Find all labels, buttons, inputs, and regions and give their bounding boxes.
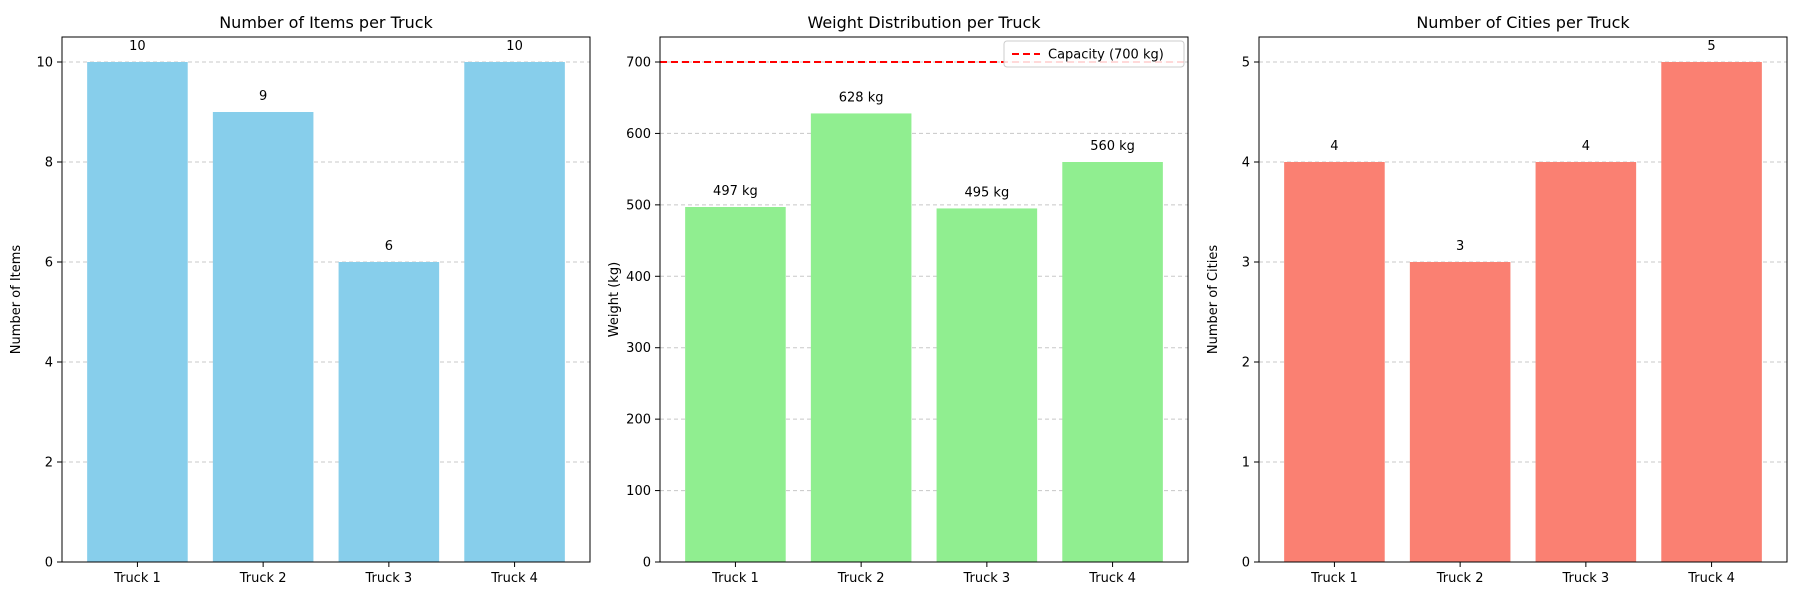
bar-truck-1	[87, 62, 188, 562]
data-label: 628 kg	[839, 90, 884, 105]
bar-truck-3	[1535, 162, 1637, 562]
y-axis-label: Number of Cities	[1206, 245, 1221, 354]
x-tick-label: Truck 1	[711, 571, 759, 586]
y-axis-label: Weight (kg)	[607, 262, 622, 337]
x-tick-label: Truck 2	[239, 571, 287, 586]
data-label: 495 kg	[964, 185, 1009, 200]
data-label: 5	[1707, 39, 1715, 54]
bar-truck-4	[1062, 162, 1163, 562]
data-label: 4	[1330, 139, 1338, 154]
bar-truck-4	[1661, 62, 1762, 562]
x-tick-label: Truck 4	[1687, 571, 1735, 586]
x-tick-label: Truck 3	[1562, 571, 1610, 586]
data-label: 10	[506, 39, 523, 54]
chart-panel-2: 497 kg 628 kg 495 kg 560 kg 0 100 200 300 400 500…	[607, 13, 1189, 586]
y-tick-label: 10	[36, 56, 53, 71]
y-tick-label: 2	[1242, 356, 1250, 371]
axes-frame	[659, 36, 1189, 563]
y-tick-label: 4	[1242, 156, 1250, 171]
bar-truck-3	[338, 262, 440, 562]
y-tick-label: 500	[626, 198, 651, 213]
axes-frame	[61, 36, 591, 563]
legend-box	[1003, 40, 1185, 68]
data-label: 560 kg	[1090, 139, 1135, 154]
y-tick-label: 4	[45, 356, 53, 371]
bar-truck-1	[685, 207, 786, 562]
data-label: 10	[129, 39, 146, 54]
data-label: 3	[1456, 239, 1464, 254]
data-label: 6	[385, 239, 393, 254]
y-tick-label: 3	[1242, 256, 1250, 271]
y-tick-label: 300	[626, 341, 651, 356]
y-tick-label: 6	[45, 256, 53, 271]
y-tick-label: 1	[1242, 456, 1250, 471]
x-tick-label: Truck 3	[963, 571, 1011, 586]
chart-panel-1: 10 9 6 10 0 2 4 6 8 10 Truck 1 Truck 2 Truck 3 Truck …	[9, 13, 591, 586]
chart-title: Weight Distribution per Truck	[807, 13, 1041, 32]
bar-truck-2	[1409, 262, 1511, 562]
y-axis-label: Number of Items	[9, 245, 24, 355]
y-tick-label: 700	[626, 56, 651, 71]
y-tick-label: 0	[45, 556, 53, 571]
y-tick-label: 0	[1242, 556, 1250, 571]
y-tick-label: 400	[626, 270, 651, 285]
y-tick-label: 600	[626, 127, 651, 142]
bar-truck-3	[936, 208, 1038, 562]
data-label: 9	[259, 89, 267, 104]
chart-title: Number of Cities per Truck	[1416, 13, 1630, 32]
y-tick-label: 0	[643, 556, 651, 571]
bar-truck-4	[464, 62, 565, 562]
x-tick-label: Truck 4	[1088, 571, 1136, 586]
axes-frame	[1258, 36, 1788, 563]
x-tick-label: Truck 2	[1436, 571, 1484, 586]
x-tick-label: Truck 1	[113, 571, 161, 586]
x-tick-label: Truck 4	[490, 571, 538, 586]
bar-truck-1	[1284, 162, 1385, 562]
x-tick-label: Truck 3	[365, 571, 413, 586]
y-tick-label: 200	[626, 413, 651, 428]
x-tick-label: Truck 1	[1310, 571, 1358, 586]
y-tick-label: 100	[626, 484, 651, 499]
legend-entry: Capacity (700 kg)	[1048, 48, 1164, 63]
data-label: 4	[1582, 139, 1590, 154]
chart-title: Number of Items per Truck	[219, 13, 433, 32]
bar-truck-2	[810, 113, 912, 562]
bar-truck-2	[212, 112, 314, 562]
y-tick-label: 8	[45, 156, 53, 171]
legend: Capacity (700 kg)	[1003, 40, 1185, 68]
chart-panel-3: 4 3 4 5 0 1 2 3 4 5 Truck 1 Truck 2 Truck 3 Truck 4 Nu…	[1206, 13, 1788, 586]
data-label: 497 kg	[713, 184, 758, 199]
x-tick-label: Truck 2	[837, 571, 885, 586]
y-tick-label: 2	[45, 456, 53, 471]
y-tick-label: 5	[1242, 56, 1250, 71]
